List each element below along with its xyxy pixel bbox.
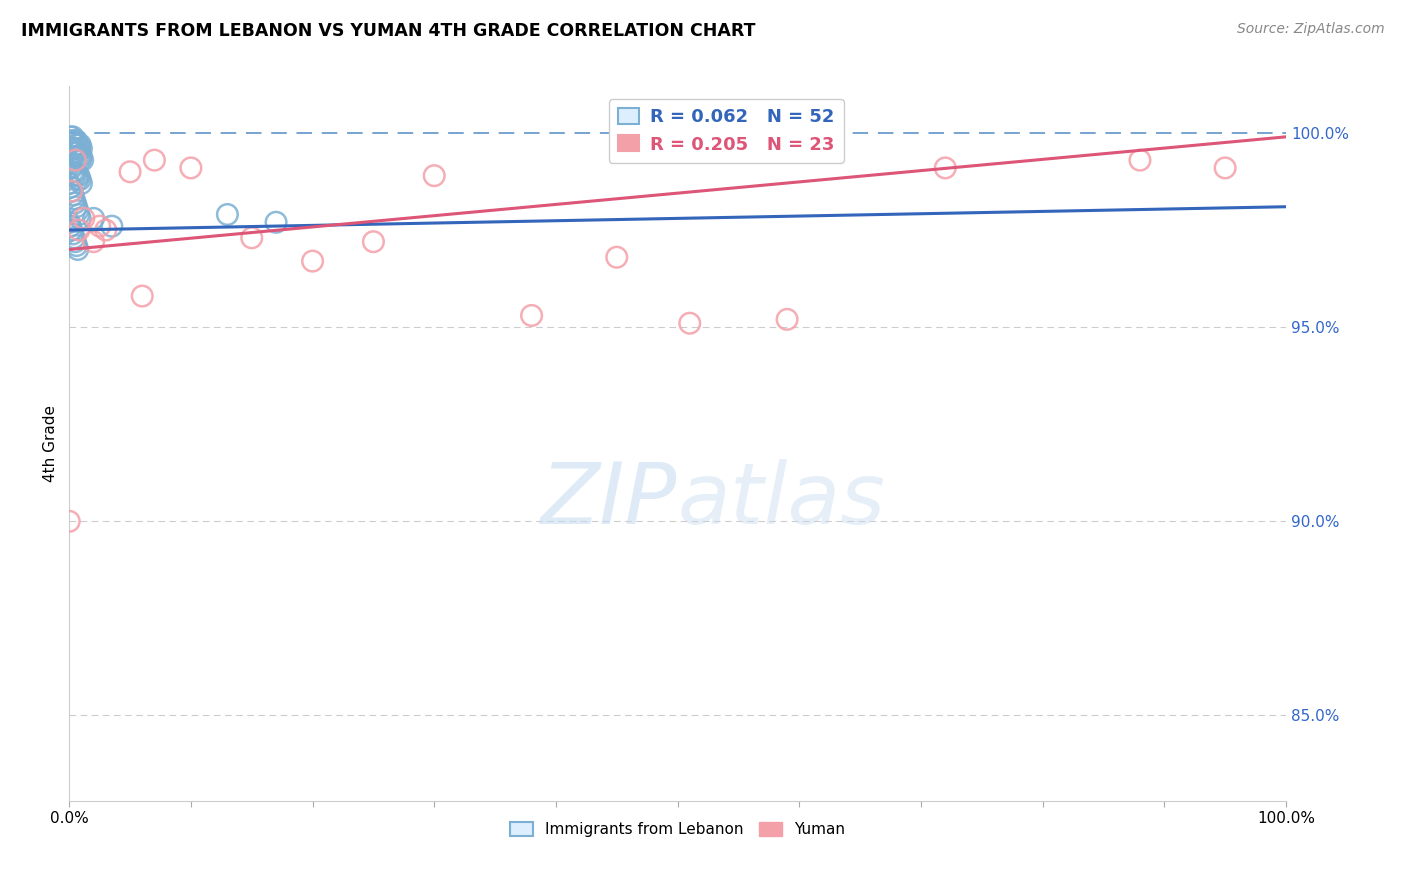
Point <box>934 161 956 175</box>
Point <box>58 177 80 191</box>
Point <box>776 312 799 326</box>
Point <box>67 223 90 237</box>
Point <box>66 203 89 218</box>
Point <box>63 192 86 206</box>
Point <box>65 153 87 168</box>
Point <box>67 141 90 155</box>
Point <box>240 231 263 245</box>
Point <box>59 180 82 194</box>
Point <box>65 149 87 163</box>
Point <box>66 137 89 152</box>
Point <box>66 172 89 186</box>
Point <box>66 243 89 257</box>
Point <box>89 219 111 234</box>
Y-axis label: 4th Grade: 4th Grade <box>44 405 58 482</box>
Text: atlas: atlas <box>678 459 886 542</box>
Point <box>60 184 83 198</box>
Text: ZIP: ZIP <box>541 459 678 542</box>
Point <box>62 165 84 179</box>
Point <box>679 316 702 330</box>
Point <box>66 145 89 160</box>
Point <box>1213 161 1236 175</box>
Point <box>62 129 84 144</box>
Point <box>363 235 385 249</box>
Point <box>67 169 90 183</box>
Point <box>217 207 239 221</box>
Point <box>67 207 90 221</box>
Point <box>60 223 83 237</box>
Point <box>60 184 83 198</box>
Point <box>62 188 84 202</box>
Point <box>65 235 87 249</box>
Point <box>131 289 153 303</box>
Point <box>63 169 86 183</box>
Point <box>70 149 93 163</box>
Point <box>83 235 105 249</box>
Point <box>423 169 446 183</box>
Point <box>65 169 87 183</box>
Point <box>59 129 82 144</box>
Point <box>65 137 87 152</box>
Point <box>70 141 93 155</box>
Point <box>69 153 91 168</box>
Point <box>63 141 86 155</box>
Point <box>67 149 90 163</box>
Point <box>120 165 142 179</box>
Point <box>59 219 82 234</box>
Point <box>301 254 323 268</box>
Point <box>58 215 80 229</box>
Point <box>63 134 86 148</box>
Point <box>65 165 87 179</box>
Point <box>62 145 84 160</box>
Point <box>65 195 87 210</box>
Legend: Immigrants from Lebanon, Yuman: Immigrants from Lebanon, Yuman <box>503 816 851 843</box>
Point <box>65 145 87 160</box>
Point <box>606 250 628 264</box>
Point <box>69 137 91 152</box>
Point <box>60 161 83 175</box>
Point <box>65 238 87 252</box>
Text: IMMIGRANTS FROM LEBANON VS YUMAN 4TH GRADE CORRELATION CHART: IMMIGRANTS FROM LEBANON VS YUMAN 4TH GRA… <box>21 22 755 40</box>
Point <box>63 231 86 245</box>
Point <box>58 514 80 528</box>
Point <box>180 161 202 175</box>
Point <box>101 219 124 234</box>
Point <box>69 172 91 186</box>
Text: Source: ZipAtlas.com: Source: ZipAtlas.com <box>1237 22 1385 37</box>
Point <box>83 211 105 226</box>
Point <box>72 153 94 168</box>
Point <box>1129 153 1152 168</box>
Point <box>69 211 91 226</box>
Point <box>65 134 87 148</box>
Point <box>520 309 543 323</box>
Point <box>70 177 93 191</box>
Point <box>62 227 84 241</box>
Point <box>73 211 96 226</box>
Point <box>264 215 287 229</box>
Point <box>65 200 87 214</box>
Point <box>94 223 117 237</box>
Point <box>143 153 166 168</box>
Point <box>59 157 82 171</box>
Point <box>60 141 83 155</box>
Point <box>60 134 83 148</box>
